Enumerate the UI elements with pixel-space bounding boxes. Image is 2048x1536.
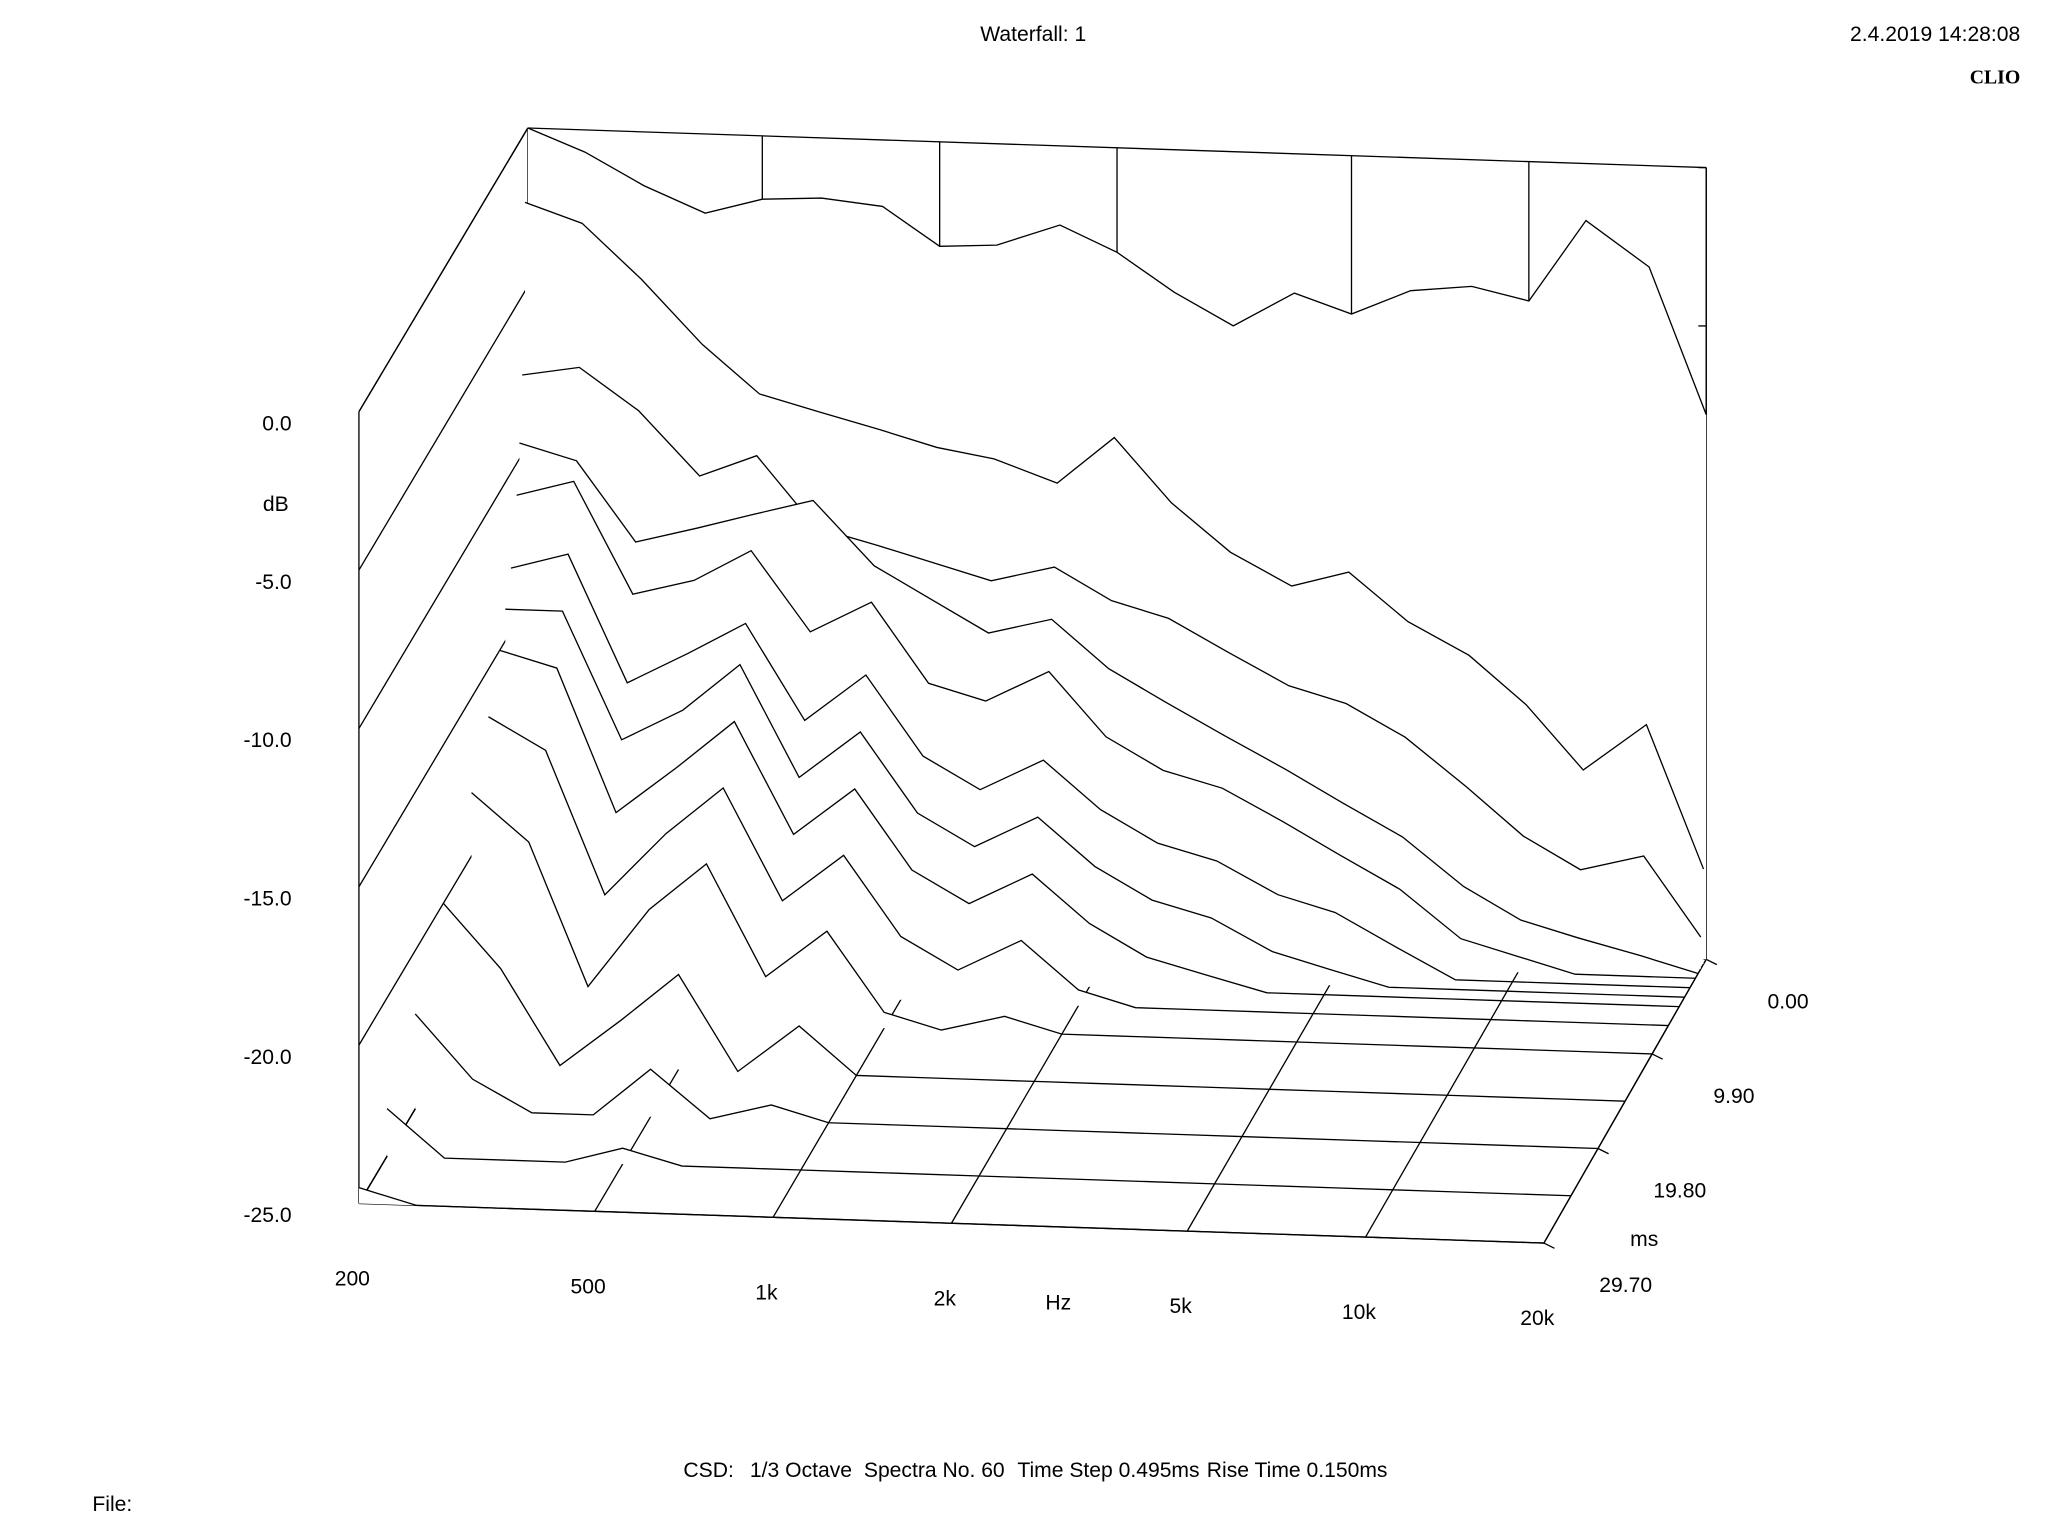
timestamp: 2.4.2019 14:28:08 <box>1850 23 2020 46</box>
grid-line <box>358 286 529 571</box>
y-tick-label: 0.0 <box>262 412 291 435</box>
y-axis-label: dB <box>263 493 289 516</box>
chart-title: Waterfall: 1 <box>980 23 1086 46</box>
x-tick-label: 500 <box>570 1275 605 1298</box>
x-tick-label: 2k <box>934 1287 957 1310</box>
x-tick-label: 1k <box>755 1281 778 1304</box>
slice-fill <box>443 903 1626 1102</box>
footer-item: 1/3 Octave <box>750 1459 852 1482</box>
footer-item: CSD: <box>683 1459 733 1482</box>
x-axis-label: Hz <box>1045 1291 1071 1314</box>
z-tick-label: 29.70 <box>1599 1274 1652 1297</box>
spectrum-line <box>358 1186 1544 1244</box>
footer-item: Rise Time 0.150ms <box>1207 1459 1388 1482</box>
x-tick-label: 200 <box>335 1268 370 1291</box>
footer-item: Spectra No. 60 <box>864 1459 1005 1482</box>
x-tick-label: 10k <box>1342 1301 1376 1324</box>
brand: CLIO <box>1970 67 2021 89</box>
z-tick-label: 9.90 <box>1713 1085 1754 1108</box>
spectrum-line <box>488 716 1669 1027</box>
file-label: File: <box>92 1493 132 1516</box>
spectrum-line <box>386 1108 1571 1197</box>
y-tick-label: -25.0 <box>244 1204 292 1227</box>
x-tick-label: 20k <box>1520 1307 1554 1330</box>
spectrum-line <box>527 127 1707 415</box>
tick-mark <box>1543 1242 1555 1249</box>
slice-fill <box>415 1013 1599 1149</box>
y-tick-label: -15.0 <box>244 888 292 911</box>
tick-mark <box>1651 1053 1663 1060</box>
spectrum-line <box>519 442 1699 975</box>
tick-mark <box>1705 958 1718 966</box>
y-tick-label: -20.0 <box>244 1046 292 1069</box>
spectrum-line <box>522 366 1702 938</box>
spectrum-line <box>516 480 1696 979</box>
spectrum-line <box>414 1013 1599 1150</box>
spectrum-line <box>505 608 1685 998</box>
spectrum-line <box>524 201 1705 870</box>
slice-fill <box>488 716 1669 1026</box>
footer-item: Time Step 0.495ms <box>1017 1459 1199 1482</box>
spectrum-line <box>471 792 1653 1055</box>
y-tick-label: -10.0 <box>244 729 292 752</box>
tick-mark <box>1597 1147 1609 1155</box>
slice-fill <box>471 792 1653 1054</box>
spectrum-line <box>510 553 1691 989</box>
z-tick-label: 19.80 <box>1653 1180 1706 1203</box>
y-tick-label: -5.0 <box>255 571 291 594</box>
spectrum-line <box>442 902 1626 1102</box>
spectrum-line <box>499 649 1680 1008</box>
z-axis-label: ms <box>1630 1228 1658 1251</box>
slice-fill <box>387 1108 1571 1196</box>
z-tick-label: 0.00 <box>1767 990 1808 1013</box>
frame-edge <box>527 127 1707 169</box>
x-tick-label: 5k <box>1169 1295 1192 1318</box>
grid-line <box>358 444 529 729</box>
grid-line <box>358 127 529 413</box>
